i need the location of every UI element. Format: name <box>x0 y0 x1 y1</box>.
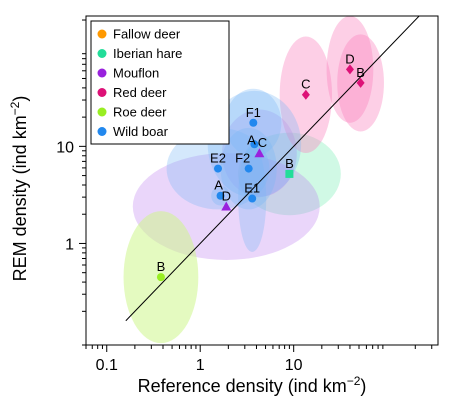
label-wild-boar-a: A <box>247 132 256 147</box>
marker-wild-boar-e2 <box>213 164 222 173</box>
axis-title-main: REM density (ind km <box>10 115 30 281</box>
label-wild-boar-f2: F2 <box>235 151 250 166</box>
y-tick-label: 10 <box>56 139 74 156</box>
legend-entry-mouflon: Mouflon <box>113 66 159 81</box>
marker-wild-boar-a <box>216 191 225 200</box>
marker-wild-boar-f1 <box>249 118 258 127</box>
legend-swatch-wild-boar <box>97 127 107 136</box>
marker-red-deer-d <box>345 64 354 75</box>
legend-entry-wild-boar: Wild boar <box>113 124 169 139</box>
marker-wild-boar-a <box>250 140 259 149</box>
label-roe-deer-b: B <box>157 259 166 274</box>
axes: 0.1 1 10 1 10 <box>56 19 433 374</box>
legend-entry-roe-deer: Roe deer <box>113 105 167 120</box>
y-axis-title: REM density (ind km−2) <box>8 96 30 282</box>
marker-mouflon-c <box>254 148 265 158</box>
marker-mouflon-d <box>221 201 232 211</box>
label-mouflon-d: D <box>222 189 231 204</box>
legend-box <box>90 20 230 145</box>
axis-title-main: Reference density (ind km <box>138 376 347 396</box>
legend: Fallow deer Iberian hare Mouflon Red deer Ro… <box>90 20 230 145</box>
plot-frame <box>85 15 439 346</box>
label-wild-boar-f1: F1 <box>246 105 261 120</box>
identity-line-group <box>125 16 420 322</box>
legend-swatch-mouflon <box>97 68 107 78</box>
axis-title-sup: −2 <box>347 374 361 388</box>
label-wild-boar-e1: E1 <box>244 181 260 196</box>
legend-swatch-roe-deer <box>97 107 107 117</box>
identity-line <box>125 16 420 322</box>
label-wild-boar-a: A <box>214 178 223 193</box>
legend-entry-red-deer: Red deer <box>113 85 167 100</box>
marker-wild-boar-e1 <box>248 194 257 203</box>
marker-wild-boar-f2 <box>244 164 253 173</box>
label-red-deer-d: D <box>345 51 354 66</box>
axis-title-close: ) <box>360 376 366 396</box>
axis-title-close: ) <box>10 96 30 102</box>
x-tick-label: 0.1 <box>96 357 118 374</box>
label-iberian-hare-b: B <box>285 156 294 171</box>
label-red-deer-b: B <box>356 65 365 80</box>
legend-entry-iberian-hare: Iberian hare <box>113 46 182 61</box>
label-mouflon-c: C <box>258 135 267 150</box>
x-axis-title: Reference density (ind km−2) <box>138 374 367 396</box>
label-wild-boar-e2: E2 <box>210 151 226 166</box>
marker-iberian-hare-b <box>285 169 294 178</box>
axis-title-sup: −2 <box>8 101 22 115</box>
data-points <box>156 64 365 282</box>
marker-roe-deer-b <box>156 273 165 282</box>
y-tick-label: 1 <box>65 236 74 253</box>
x-tick-label: 1 <box>196 357 205 374</box>
marker-red-deer-c <box>301 89 310 100</box>
label-red-deer-c: C <box>301 77 310 92</box>
marker-red-deer-b <box>356 77 365 88</box>
legend-swatch-fallow-deer <box>97 29 107 39</box>
legend-entry-fallow-deer: Fallow deer <box>113 27 181 42</box>
x-tick-label: 10 <box>285 357 303 374</box>
legend-swatch-iberian-hare <box>97 49 107 58</box>
legend-swatch-red-deer <box>97 88 107 97</box>
